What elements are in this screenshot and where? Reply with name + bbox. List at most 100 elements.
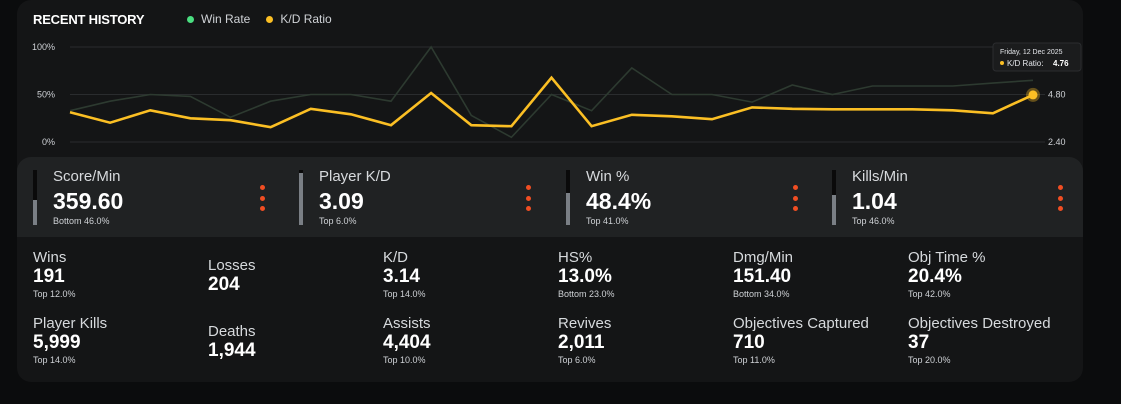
stat-label: Score/Min <box>53 168 121 185</box>
stat-value: 191 <box>33 266 65 287</box>
y-left-tick-label: 100% <box>32 42 55 52</box>
tooltip-date: Friday, 12 Dec 2025 <box>1000 49 1063 56</box>
stat-percentile: Top 12.0% <box>33 289 76 299</box>
stat-label: Deaths <box>208 323 256 340</box>
recent-history-card: RECENT HISTORY Win Rate K/D Ratio 100% 50… <box>17 0 1083 382</box>
percentile-bar <box>832 170 836 225</box>
tooltip-box <box>992 42 1082 72</box>
y-right-tick-label: 2.40 <box>1048 137 1066 147</box>
stat-percentile: Top 10.0% <box>383 355 426 365</box>
percentile-bar-fill <box>299 173 303 225</box>
stat-value: 1.04 <box>852 188 897 214</box>
stat-label: Dmg/Min <box>733 249 794 266</box>
legend-label: K/D Ratio <box>280 12 332 26</box>
more-options-icon[interactable] <box>523 185 533 211</box>
stat-value: 13.0% <box>558 266 612 287</box>
percentile-bar-fill <box>33 199 37 225</box>
stat-label: HS% <box>558 249 593 266</box>
stat-cell: Deaths 1,944 <box>208 323 383 361</box>
stat-label: Kills/Min <box>852 168 908 185</box>
series-line-kd-ratio <box>69 75 1034 129</box>
stat-label: Assists <box>383 315 431 332</box>
stat-label: Objectives Captured <box>733 315 869 332</box>
series-line-win-rate <box>69 45 1034 139</box>
stat-value: 710 <box>733 332 765 353</box>
percentile-bar-fill <box>832 195 836 225</box>
tooltip-label: K/D Ratio: <box>1007 59 1043 68</box>
stat-label: Player Kills <box>33 315 108 332</box>
stat-label: Win % <box>586 168 630 185</box>
legend-dot-icon <box>266 15 274 23</box>
stat-value: 5,999 <box>33 332 81 353</box>
percentile-bar <box>566 170 570 225</box>
more-options-icon[interactable] <box>257 185 267 211</box>
legend-item-win-rate[interactable]: Win Rate <box>187 12 250 26</box>
chart-area: RECENT HISTORY Win Rate K/D Ratio 100% 50… <box>17 0 1083 158</box>
stat-label: Objectives Destroyed <box>908 315 1051 332</box>
stat-cell: HS% 13.0% Bottom 23.0% <box>558 249 733 301</box>
stat-value: 2,011 <box>558 332 605 353</box>
stat-value: 359.60 <box>53 188 124 214</box>
stat-percentile: Top 14.0% <box>383 289 426 299</box>
stat-percentile: Bottom 34.0% <box>733 289 790 299</box>
stat-label: Revives <box>558 315 612 332</box>
stat-value: 48.4% <box>586 188 652 214</box>
legend-item-kd-ratio[interactable]: K/D Ratio <box>266 12 332 26</box>
stat-value: 20.4% <box>908 266 962 287</box>
stat-cell: Objectives Captured 710 Top 11.0% <box>733 315 908 367</box>
y-left-tick-label: 0% <box>42 137 55 147</box>
stat-percentile: Top 42.0% <box>908 289 951 299</box>
stat-cell: Obj Time % 20.4% Top 42.0% <box>908 249 1083 301</box>
stat-cell: Wins 191 Top 12.0% <box>33 249 208 301</box>
tooltip-value: 4.76 <box>1053 59 1069 68</box>
stat-cell: Objectives Destroyed 37 Top 20.0% <box>908 315 1083 367</box>
more-options-icon[interactable] <box>1055 185 1065 211</box>
stat-value: 4,404 <box>383 332 431 353</box>
stat-value: 151.40 <box>733 266 792 287</box>
legend-label: Win Rate <box>201 12 251 26</box>
stat-percentile: Top 46.0% <box>852 216 895 226</box>
stat-percentile: Top 6.0% <box>319 216 357 226</box>
stat-label: Losses <box>208 257 256 274</box>
stat-value: 37 <box>908 332 930 353</box>
tooltip-dot-icon <box>1000 61 1004 65</box>
stat-cell: Revives 2,011 Top 6.0% <box>558 315 733 367</box>
more-options-icon[interactable] <box>790 185 800 211</box>
chart-title: RECENT HISTORY <box>33 12 145 27</box>
stat-cell: K/D 3.14 Top 14.0% <box>383 249 558 301</box>
stat-cell: Assists 4,404 Top 10.0% <box>383 315 558 367</box>
y-left-tick-label: 50% <box>37 90 55 100</box>
top-stats-row: Score/Min 359.60 Bottom 46.0% Player K/D 3.0… <box>17 157 1083 237</box>
stat-percentile: Top 11.0% <box>733 355 775 365</box>
stat-percentile: Top 6.0% <box>558 355 596 365</box>
stat-percentile: Top 14.0% <box>33 355 76 365</box>
stat-cell: Losses 204 <box>208 257 383 295</box>
percentile-bar <box>33 170 37 225</box>
hover-point <box>1028 90 1038 100</box>
stat-value: 3.09 <box>319 188 364 214</box>
history-line-chart[interactable]: 100% 50% 0% 4.80 2.40 Friday, 12 Dec 2025 K/D … <box>17 0 1083 158</box>
stat-value: 204 <box>208 274 240 295</box>
legend-dot-icon <box>187 15 194 23</box>
percentile-bar <box>299 170 303 225</box>
y-right-tick-label: 4.80 <box>1048 90 1066 100</box>
stat-label: K/D <box>383 249 409 266</box>
stat-value: 1,944 <box>208 340 256 361</box>
stat-card: Win % 48.4% Top 41.0% <box>566 157 826 237</box>
stat-percentile: Top 41.0% <box>586 216 629 226</box>
chart-legend: Win Rate K/D Ratio <box>187 12 332 26</box>
stat-percentile: Top 20.0% <box>908 355 951 365</box>
stat-percentile: Bottom 23.0% <box>558 289 615 299</box>
stat-percentile: Bottom 46.0% <box>53 216 110 226</box>
percentile-bar-fill <box>566 192 570 225</box>
stat-card: Kills/Min 1.04 Top 46.0% <box>832 157 1083 237</box>
stat-cell: Player Kills 5,999 Top 14.0% <box>33 315 208 367</box>
stat-card: Player K/D 3.09 Top 6.0% <box>299 157 559 237</box>
stat-label: Wins <box>33 249 67 266</box>
stat-card: Score/Min 359.60 Bottom 46.0% <box>33 157 293 237</box>
stat-label: Player K/D <box>319 168 391 185</box>
stat-label: Obj Time % <box>908 249 986 266</box>
stat-cell: Dmg/Min 151.40 Bottom 34.0% <box>733 249 908 301</box>
stats-grid: Wins 191 Top 12.0% Losses 204 K/D 3.14 Top 14.0… <box>17 237 1083 382</box>
stat-value: 3.14 <box>383 266 420 287</box>
